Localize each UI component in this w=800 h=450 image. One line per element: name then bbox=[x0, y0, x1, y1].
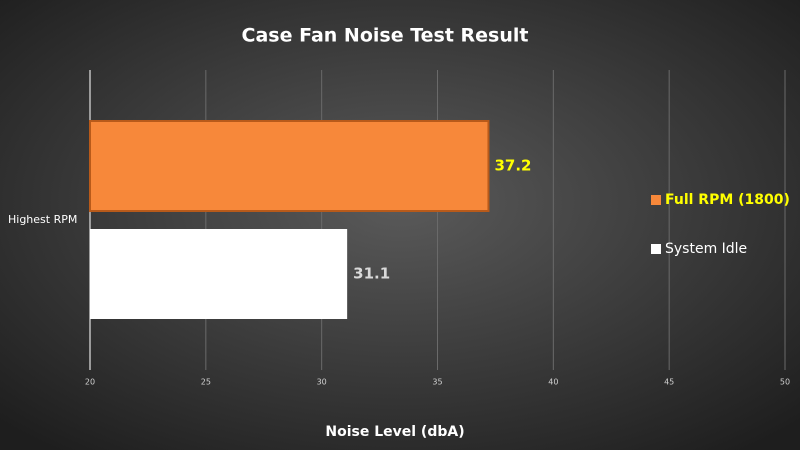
x-tick-label: 25 bbox=[201, 378, 211, 387]
x-tick-label: 20 bbox=[85, 378, 95, 387]
value-label: 37.2 bbox=[494, 157, 531, 175]
bar bbox=[90, 229, 348, 319]
x-tick-label: 35 bbox=[432, 378, 442, 387]
x-tick-label: 50 bbox=[780, 378, 790, 387]
x-tick-label: 40 bbox=[548, 378, 558, 387]
value-label: 31.1 bbox=[353, 265, 390, 283]
legend-swatch bbox=[651, 244, 661, 254]
x-axis-label: Noise Level (dbA) bbox=[325, 424, 464, 440]
chart-title: Case Fan Noise Test Result bbox=[242, 25, 529, 47]
x-tick-label: 45 bbox=[664, 378, 674, 387]
legend-swatch bbox=[651, 195, 661, 205]
bar bbox=[89, 120, 490, 212]
y-tick-label: Highest RPM bbox=[8, 213, 77, 226]
legend-label: Full RPM (1800) bbox=[665, 192, 790, 208]
x-tick-label: 30 bbox=[317, 378, 327, 387]
legend-label: System Idle bbox=[665, 241, 747, 257]
